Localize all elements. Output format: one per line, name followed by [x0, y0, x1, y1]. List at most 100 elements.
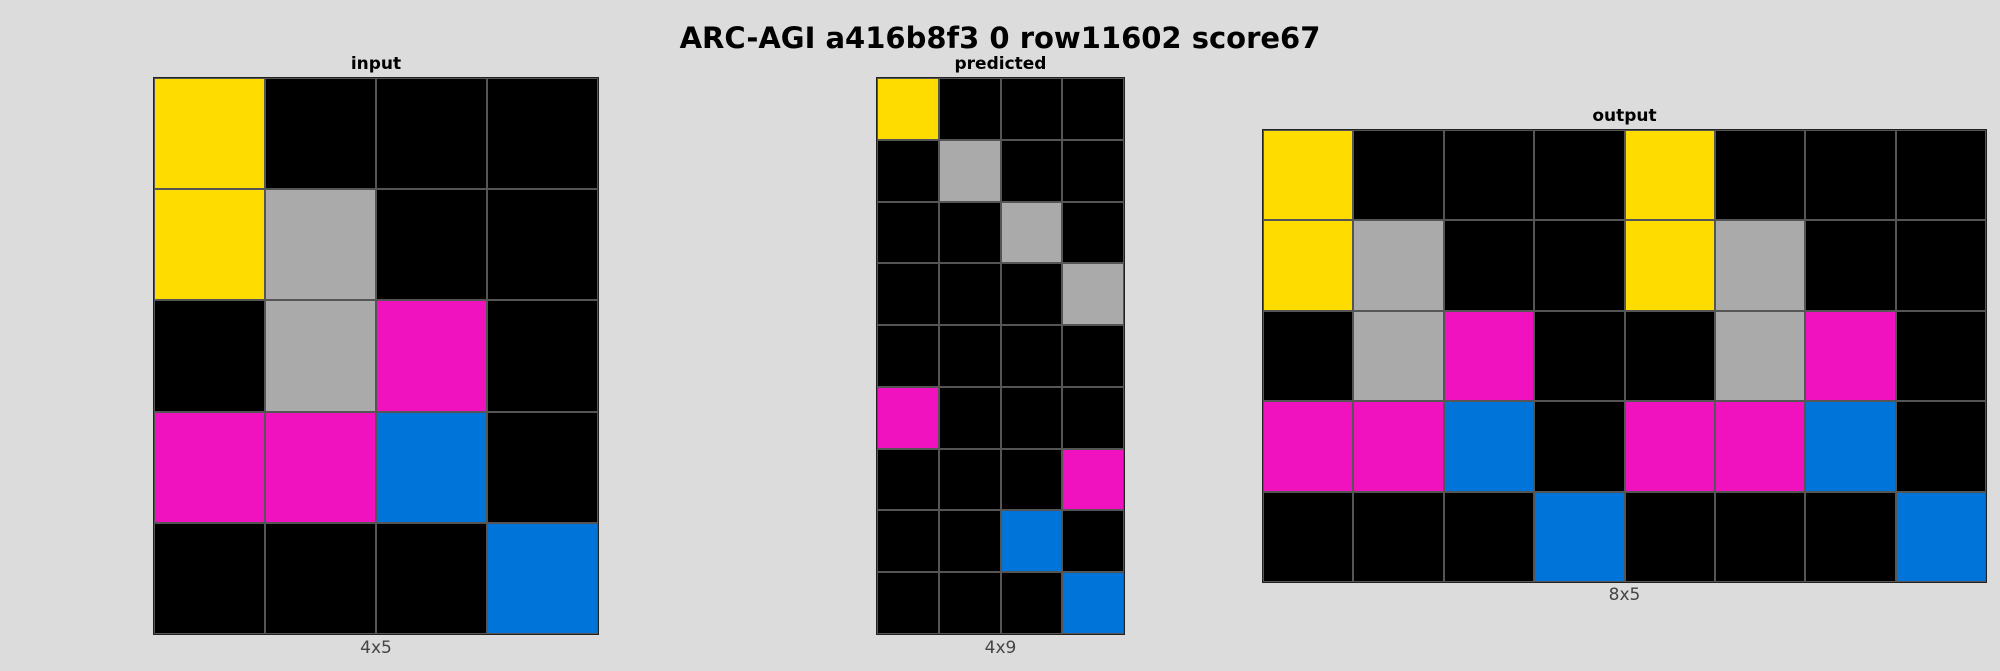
predicted-cell — [1000, 263, 1063, 326]
predicted-cell — [1000, 139, 1063, 202]
output-cell — [1534, 491, 1625, 582]
predicted-cell — [1062, 201, 1124, 264]
predicted-cell — [1000, 325, 1063, 387]
output-cell — [1714, 491, 1806, 582]
predicted-cell — [938, 448, 1001, 511]
predicted-cell — [938, 78, 1001, 140]
output-cell — [1624, 310, 1715, 402]
output-cell — [1624, 130, 1715, 221]
predicted-cell — [877, 263, 939, 326]
output-cell — [1805, 401, 1896, 492]
output-cell — [1263, 220, 1354, 311]
output-cell — [1263, 130, 1354, 221]
input-cell — [376, 522, 487, 634]
input-cell — [487, 300, 598, 412]
input-cell — [487, 411, 598, 523]
predicted-cell — [938, 263, 1001, 326]
predicted-cell — [938, 325, 1001, 387]
output-grid — [1262, 129, 1987, 583]
input-cell — [154, 522, 265, 634]
input-panel-title: input — [350, 54, 402, 74]
output-panel-title: output — [1592, 106, 1657, 126]
predicted-cell — [877, 510, 939, 573]
predicted-cell — [938, 139, 1001, 202]
predicted-cell — [938, 510, 1001, 573]
output-cell — [1805, 491, 1896, 582]
output-cell — [1534, 130, 1625, 221]
output-cell — [1443, 220, 1535, 311]
predicted-cell — [1000, 201, 1063, 264]
input-cell — [154, 78, 265, 190]
input-cell — [154, 189, 265, 301]
input-cell — [265, 522, 376, 634]
predicted-cell — [877, 139, 939, 202]
output-cell — [1443, 130, 1535, 221]
input-cell — [376, 189, 487, 301]
output-cell — [1805, 220, 1896, 311]
output-cell — [1805, 310, 1896, 402]
output-cell — [1805, 130, 1896, 221]
predicted-cell — [938, 201, 1001, 264]
output-cell — [1443, 401, 1535, 492]
output-cell — [1895, 220, 1986, 311]
predicted-cell — [1062, 572, 1124, 634]
predicted-grid — [876, 77, 1125, 635]
output-cell — [1353, 310, 1444, 402]
predicted-cell — [1000, 78, 1063, 140]
output-cell — [1714, 310, 1806, 402]
predicted-cell — [1062, 78, 1124, 140]
predicted-cell — [1062, 448, 1124, 511]
output-cell — [1263, 310, 1354, 402]
predicted-cell — [1000, 386, 1063, 449]
output-cell — [1534, 310, 1625, 402]
predicted-cell — [1062, 263, 1124, 326]
predicted-cell — [938, 386, 1001, 449]
output-cell — [1895, 491, 1986, 582]
predicted-cell — [1062, 325, 1124, 387]
output-dims-label: 8x5 — [1608, 585, 1641, 605]
input-cell — [265, 78, 376, 190]
predicted-cell — [877, 201, 939, 264]
input-cell — [376, 78, 487, 190]
output-cell — [1714, 401, 1806, 492]
predicted-cell — [1062, 386, 1124, 449]
input-cell — [265, 189, 376, 301]
input-cell — [376, 300, 487, 412]
predicted-cell — [1062, 139, 1124, 202]
output-cell — [1353, 130, 1444, 221]
input-cell — [487, 522, 598, 634]
figure-title: ARC-AGI a416b8f3 0 row11602 score67 — [679, 21, 1321, 55]
predicted-cell — [877, 572, 939, 634]
predicted-cell — [1000, 510, 1063, 573]
predicted-cell — [877, 325, 939, 387]
output-cell — [1895, 310, 1986, 402]
output-cell — [1443, 491, 1535, 582]
predicted-cell — [877, 78, 939, 140]
output-cell — [1534, 220, 1625, 311]
output-cell — [1534, 401, 1625, 492]
input-cell — [154, 300, 265, 412]
input-cell — [154, 411, 265, 523]
predicted-cell — [938, 572, 1001, 634]
output-cell — [1714, 220, 1806, 311]
predicted-cell — [1062, 510, 1124, 573]
output-cell — [1624, 220, 1715, 311]
input-cell — [376, 411, 487, 523]
predicted-cell — [1000, 448, 1063, 511]
input-cell — [487, 189, 598, 301]
input-cell — [265, 411, 376, 523]
output-cell — [1263, 401, 1354, 492]
output-cell — [1624, 491, 1715, 582]
predicted-cell — [877, 448, 939, 511]
predicted-cell — [877, 386, 939, 449]
output-cell — [1353, 220, 1444, 311]
predicted-dims-label: 4x9 — [984, 638, 1017, 658]
output-cell — [1895, 401, 1986, 492]
input-cell — [265, 300, 376, 412]
input-cell — [487, 78, 598, 190]
output-cell — [1895, 130, 1986, 221]
output-cell — [1263, 491, 1354, 582]
predicted-panel-title: predicted — [954, 54, 1047, 74]
output-cell — [1353, 491, 1444, 582]
output-cell — [1624, 401, 1715, 492]
